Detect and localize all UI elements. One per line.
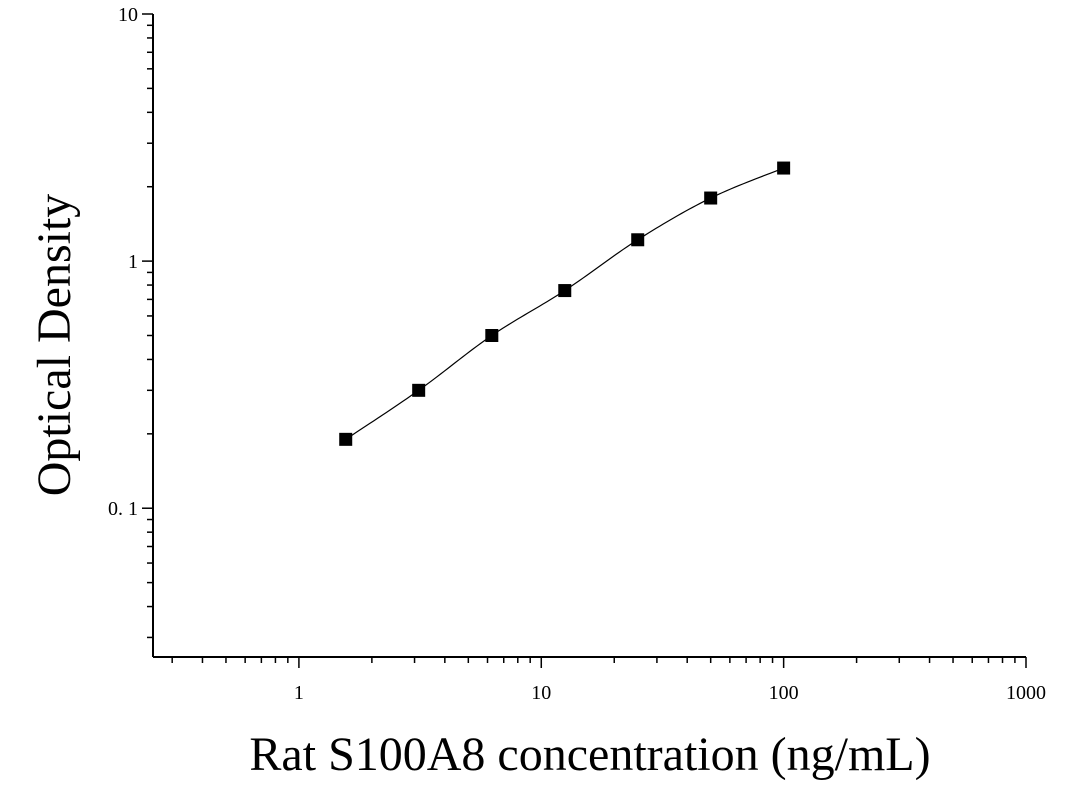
data-point-marker	[558, 284, 572, 298]
data-point-marker	[339, 432, 353, 446]
data-point-marker	[485, 329, 499, 342]
data-point-marker	[412, 383, 426, 397]
y-tick-label: 1	[128, 251, 138, 273]
y-tick-label: 0. 1	[108, 498, 138, 520]
data-point-marker	[777, 161, 791, 175]
x-tick-label: 100	[769, 682, 799, 704]
x-tick-label: 1	[294, 682, 304, 704]
fit-curve-layer	[345, 167, 784, 440]
tick-labels-layer: 1 10 100 1000 0. 1 1 10	[108, 4, 1046, 704]
x-tick-label: 1000	[1006, 682, 1046, 704]
data-point-marker	[704, 191, 718, 205]
axes	[142, 13, 1027, 668]
y-axis-title: Optical Density	[28, 194, 81, 497]
x-axis-title: Rat S100A8 concentration (ng/mL)	[249, 728, 930, 781]
fit-curve	[345, 167, 784, 440]
data-points-layer	[339, 161, 791, 446]
x-tick-label: 10	[531, 682, 551, 704]
data-point-marker	[631, 233, 645, 247]
y-tick-label: 10	[118, 4, 138, 26]
